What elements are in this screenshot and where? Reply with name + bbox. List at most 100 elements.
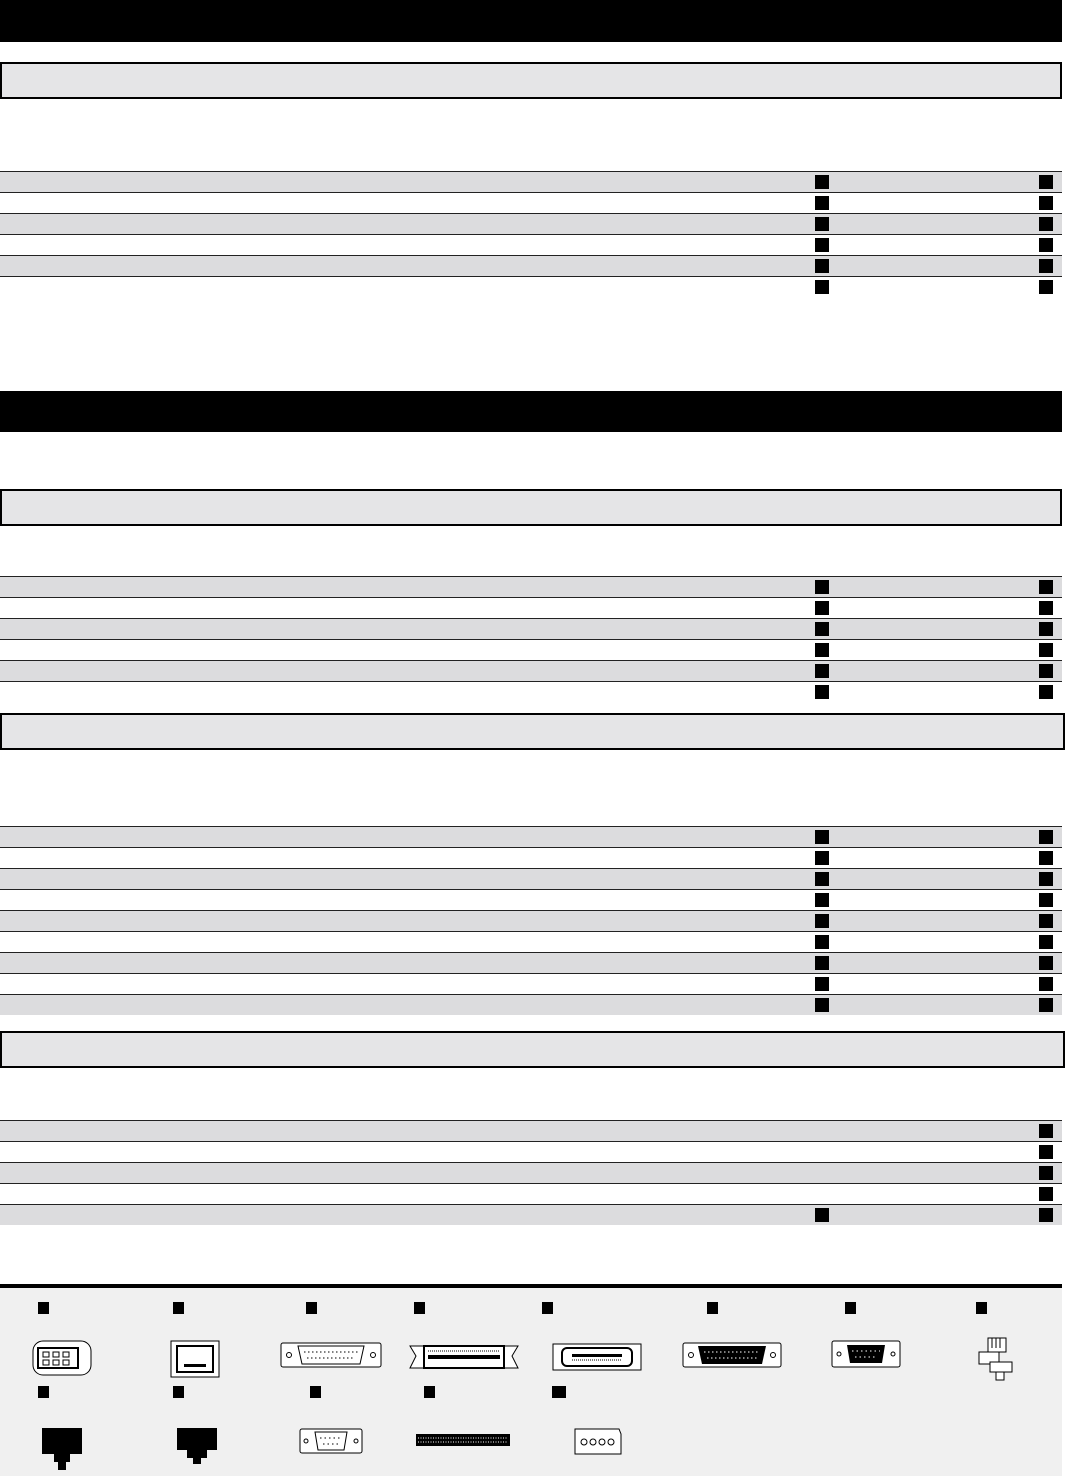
table-row [0, 576, 1062, 597]
marker-square [815, 872, 829, 886]
marker-square [1039, 1187, 1053, 1201]
marker-square [1039, 851, 1053, 865]
marker-square [1039, 977, 1053, 991]
marker-square [1039, 1166, 1053, 1180]
power-molex-icon [574, 1428, 622, 1455]
marker [173, 1302, 184, 1314]
table-row [0, 826, 1062, 847]
marker-square [1039, 196, 1053, 210]
section-box-4 [0, 1031, 1065, 1068]
table-row [0, 847, 1062, 868]
marker-square [1039, 1145, 1053, 1159]
db9-port-icon [831, 1340, 901, 1368]
table-row [0, 234, 1062, 255]
marker-square [815, 935, 829, 949]
db25-port-icon [280, 1342, 382, 1368]
marker-square [815, 998, 829, 1012]
marker-square [1039, 238, 1053, 252]
marker-square [815, 238, 829, 252]
edge-connector-icon [416, 1434, 510, 1446]
marker [552, 1386, 566, 1398]
marker-square [1039, 217, 1053, 231]
table-row [0, 1183, 1062, 1204]
marker-square [1039, 998, 1053, 1012]
marker-square [1039, 664, 1053, 678]
table-row [0, 952, 1062, 973]
marker [976, 1302, 987, 1314]
table-row [0, 1204, 1062, 1225]
marker-square [815, 580, 829, 594]
marker-square [815, 259, 829, 273]
table-row [0, 639, 1062, 660]
spec-table-3 [0, 826, 1062, 1015]
marker-square [815, 893, 829, 907]
spec-table-1 [0, 171, 1062, 297]
marker-square [1039, 956, 1053, 970]
table-row [0, 868, 1062, 889]
scsi-50-port-icon [409, 1345, 519, 1369]
table-row [0, 618, 1062, 639]
marker [173, 1386, 184, 1398]
marker-square [1039, 643, 1053, 657]
marker-square [1039, 830, 1053, 844]
marker-square [815, 830, 829, 844]
table-row [0, 889, 1062, 910]
marker-square [815, 664, 829, 678]
spec-table-2 [0, 576, 1062, 702]
marker-square [815, 956, 829, 970]
marker-square [815, 977, 829, 991]
marker [414, 1302, 425, 1314]
table-row [0, 192, 1062, 213]
marker-square [815, 1208, 829, 1222]
marker-square [1039, 601, 1053, 615]
marker-square [1039, 935, 1053, 949]
table-row [0, 1162, 1062, 1183]
rj11-plug-icon [978, 1337, 1013, 1381]
marker [38, 1302, 49, 1314]
marker-square [1039, 1208, 1053, 1222]
db25-male-port-icon [682, 1342, 782, 1368]
marker-square [815, 601, 829, 615]
table-row [0, 1141, 1062, 1162]
section-box-2 [0, 489, 1062, 526]
table-row [0, 276, 1062, 297]
section-box-1 [0, 62, 1062, 99]
marker [707, 1302, 718, 1314]
marker-square [1039, 685, 1053, 699]
table-row [0, 994, 1062, 1015]
marker-square [815, 280, 829, 294]
marker-square [1039, 175, 1053, 189]
marker [38, 1386, 49, 1398]
ethernet-port-icon [170, 1340, 220, 1378]
marker-square [815, 196, 829, 210]
marker-square [1039, 280, 1053, 294]
table-row [0, 255, 1062, 276]
table-row [0, 681, 1062, 702]
table-row [0, 171, 1062, 192]
marker-square [1039, 580, 1053, 594]
marker-square [1039, 622, 1053, 636]
table-row [0, 931, 1062, 952]
rj11-jack-icon [177, 1428, 217, 1464]
marker-square [1039, 1124, 1053, 1138]
marker-square [815, 685, 829, 699]
marker-square [815, 914, 829, 928]
marker [310, 1386, 321, 1398]
marker-square [815, 622, 829, 636]
table-row [0, 1120, 1062, 1141]
table-row [0, 213, 1062, 234]
rj45-plug-icon [42, 1428, 82, 1470]
marker [306, 1302, 317, 1314]
marker-square [815, 851, 829, 865]
marker-square [815, 643, 829, 657]
marker-square [1039, 893, 1053, 907]
marker-square [1039, 914, 1053, 928]
table-row [0, 910, 1062, 931]
marker-square [815, 217, 829, 231]
connector-panel [0, 1284, 1062, 1476]
spec-table-4 [0, 1120, 1062, 1225]
section-box-3 [0, 713, 1065, 750]
marker [845, 1302, 856, 1314]
firewire-port-icon [32, 1340, 92, 1376]
section-header-bar [0, 391, 1062, 432]
